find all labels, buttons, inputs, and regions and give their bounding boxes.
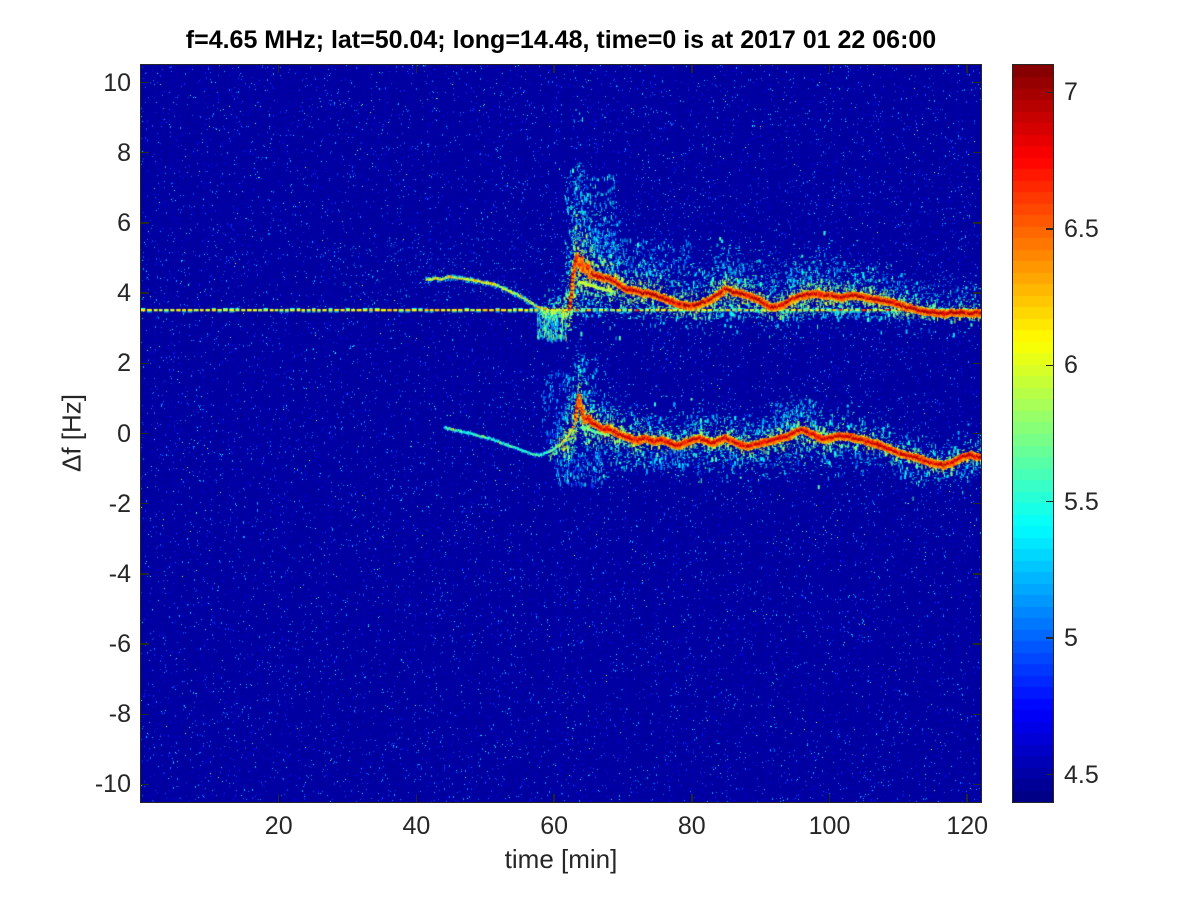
colorbar-tick-label: 5.5 [1064, 487, 1099, 516]
colorbar-tick-label: 7 [1064, 78, 1078, 107]
y-tick-mark [141, 573, 149, 575]
y-tick-mark-right [973, 362, 981, 365]
colorbar-tick-mark [1046, 637, 1053, 639]
y-tick-mark [141, 502, 149, 505]
y-tick-mark-right [973, 151, 981, 154]
x-tick-label: 100 [808, 812, 851, 840]
y-tick-label: 4 [117, 279, 131, 308]
x-tick-mark [277, 794, 280, 802]
colorbar-tick-label: 5 [1064, 624, 1078, 653]
spectrogram-canvas [141, 65, 981, 802]
y-tick-mark [141, 222, 149, 224]
y-tick-mark-right [973, 573, 981, 575]
y-tick-mark [141, 81, 149, 84]
chart-title: f=4.65 MHz; lat=50.04; long=14.48, time=… [185, 26, 937, 54]
x-tick-label: 80 [677, 812, 706, 840]
colorbar-tick-mark [1046, 364, 1053, 366]
y-tick-label: 0 [117, 419, 131, 448]
x-tick-mark [415, 794, 418, 802]
y-tick-label: -10 [94, 770, 131, 799]
y-tick-label: -4 [108, 559, 131, 588]
colorbar [1012, 64, 1054, 803]
colorbar-tick-label: 6.5 [1064, 214, 1099, 243]
x-tick-mark-top [691, 65, 693, 73]
x-axis-label: time [min] [504, 844, 618, 874]
x-tick-mark-top [966, 65, 968, 73]
y-tick-mark [141, 783, 149, 786]
x-tick-mark [828, 794, 831, 802]
y-tick-label: 8 [117, 138, 131, 167]
colorbar-tick-mark [1046, 773, 1053, 776]
y-tick-mark-right [973, 222, 981, 224]
x-tick-label: 120 [946, 812, 989, 840]
x-tick-label: 40 [402, 812, 431, 840]
x-tick-mark [966, 794, 968, 802]
x-tick-mark-top [828, 65, 831, 73]
y-tick-mark [141, 151, 149, 154]
y-tick-label: -2 [108, 489, 131, 518]
plot-area [140, 64, 982, 803]
y-tick-label: 6 [117, 208, 131, 237]
y-tick-label: -8 [108, 700, 131, 729]
y-tick-mark-right [973, 713, 981, 715]
x-tick-label: 20 [264, 812, 293, 840]
colorbar-canvas [1013, 65, 1053, 802]
y-tick-mark [141, 643, 149, 645]
x-tick-mark [691, 794, 693, 802]
y-tick-label: 2 [117, 349, 131, 378]
colorbar-tick-label: 6 [1064, 351, 1078, 380]
x-tick-mark-top [415, 65, 418, 73]
y-tick-mark-right [973, 292, 981, 294]
y-tick-mark [141, 432, 149, 435]
y-tick-mark [141, 292, 149, 294]
x-tick-mark [553, 794, 555, 802]
x-tick-mark-top [277, 65, 280, 73]
colorbar-tick-mark [1046, 500, 1053, 503]
y-tick-mark-right [973, 432, 981, 435]
y-tick-mark [141, 713, 149, 715]
y-tick-mark-right [973, 502, 981, 505]
colorbar-tick-label: 4.5 [1064, 760, 1099, 789]
y-tick-mark-right [973, 783, 981, 786]
y-tick-mark-right [973, 643, 981, 645]
y-tick-label: -6 [108, 630, 131, 659]
y-tick-label: 10 [103, 68, 131, 97]
colorbar-tick-mark [1046, 228, 1053, 230]
y-tick-mark [141, 362, 149, 365]
x-tick-mark-top [553, 65, 555, 73]
colorbar-tick-mark [1046, 91, 1053, 94]
y-tick-mark-right [973, 81, 981, 84]
x-tick-label: 60 [540, 812, 569, 840]
